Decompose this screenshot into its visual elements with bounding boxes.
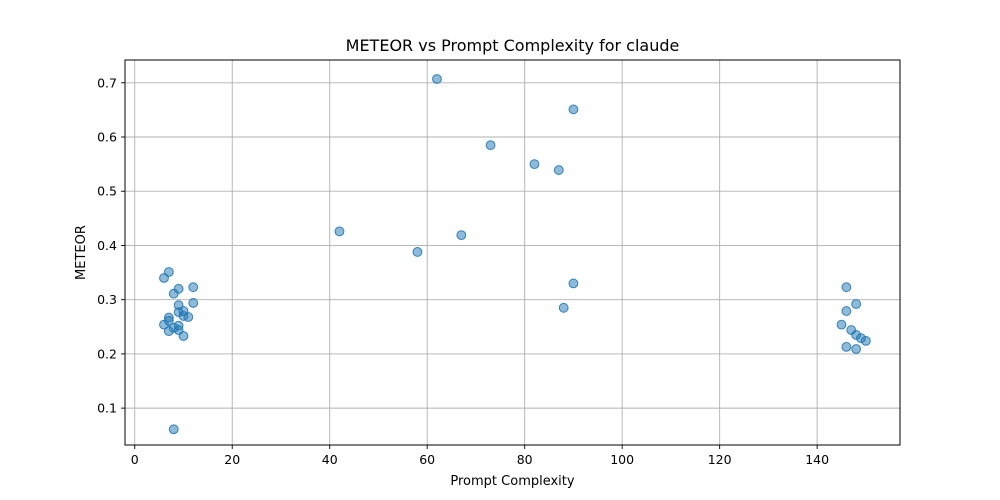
x-tick-label: 40 [322,452,338,467]
y-tick-label: 0.1 [97,401,117,416]
y-tick-label: 0.6 [97,130,117,145]
x-tick-label: 140 [805,452,829,467]
x-tick-label: 60 [419,452,435,467]
data-points [159,74,871,435]
data-point [568,278,579,289]
y-tick-label: 0.7 [97,75,117,90]
grid [125,60,900,445]
data-point [860,335,871,346]
x-tick-label: 80 [517,452,533,467]
y-tick-label: 0.4 [97,238,117,253]
data-point [178,331,189,341]
x-axis-label: Prompt Complexity [450,474,574,489]
data-point [412,247,423,257]
data-point [529,159,540,170]
x-tick-label: 120 [708,452,732,467]
data-point [568,104,579,115]
data-point [851,299,862,309]
data-point [432,74,442,84]
data-point [163,267,174,277]
data-point [334,226,345,237]
y-tick-label: 0.5 [97,184,117,199]
data-point [183,312,194,322]
data-point [841,341,852,352]
data-point [168,424,179,435]
x-tick-label: 100 [610,452,634,467]
data-point [553,165,564,175]
y-axis-label: METEOR [74,225,89,280]
y-tick-label: 0.3 [97,292,117,307]
y-axis-ticks: 0.1 0.2 0.3 0.4 0.5 0.6 0.7 [97,75,125,416]
data-point [836,319,847,330]
data-point [558,302,569,313]
x-tick-label: 20 [224,452,240,467]
data-point [456,230,467,241]
data-point [485,140,496,151]
data-point [188,298,199,308]
chart-title: METEOR vs Prompt Complexity for claude [346,36,680,55]
data-point [159,319,169,330]
data-point [851,344,862,354]
data-point [168,288,179,299]
data-point [163,326,174,337]
data-point [841,306,852,316]
plot-frame [124,59,901,446]
x-axis-ticks: 0 20 40 60 80 100 120 140 [131,445,829,467]
data-point [188,282,199,293]
y-tick-label: 0.2 [97,346,117,361]
data-point [841,282,852,293]
x-tick-label: 0 [131,452,139,467]
